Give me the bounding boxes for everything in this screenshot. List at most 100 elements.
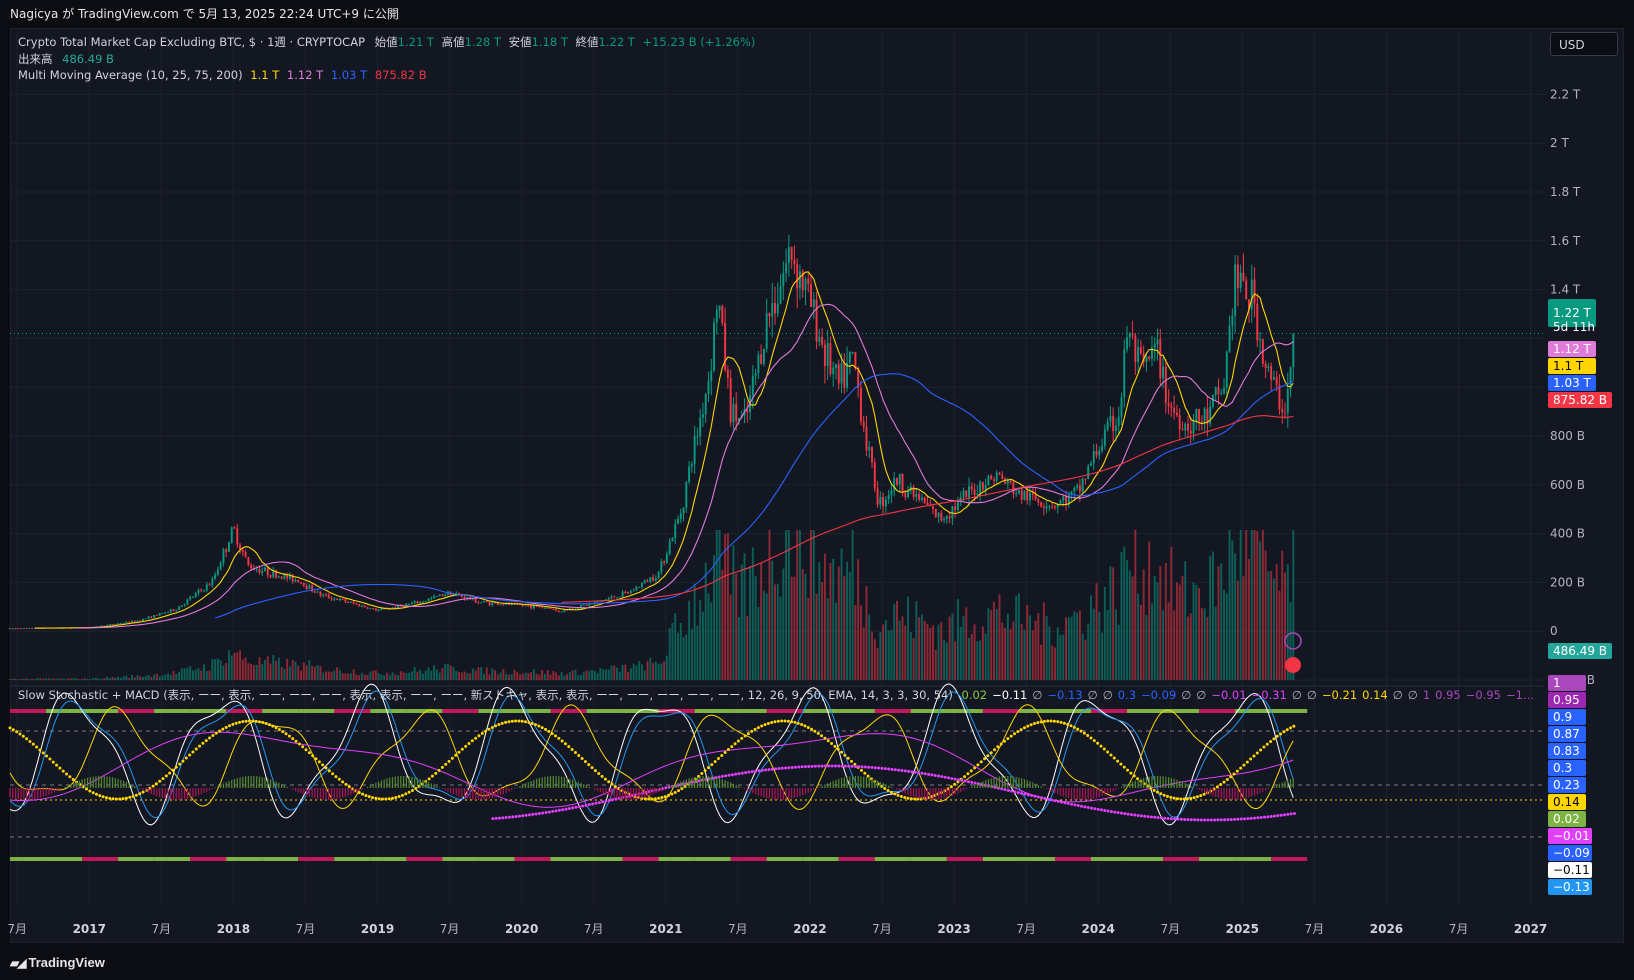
- chart-frame[interactable]: [10, 28, 1624, 943]
- oscillator-legend[interactable]: Slow Stochastic + MACD (表示, ーー, 表示, ーー, …: [18, 687, 1534, 703]
- volume-bar: [660, 663, 663, 680]
- candle-body: [1001, 474, 1004, 479]
- volume-bar: [47, 678, 50, 680]
- volume-bar: [948, 616, 951, 680]
- macd-bar: [37, 788, 39, 799]
- volume-bar: [161, 675, 164, 680]
- osc-dot-yellow: [963, 775, 967, 779]
- candle-body: [956, 500, 959, 510]
- macd-bar: [239, 777, 241, 788]
- time-axis[interactable]: 7月 2017 7月 2018 7月 2019 7月 2020 7月 2021 7月 2022 7月 20…: [7, 922, 1547, 936]
- candle-body: [1051, 506, 1054, 508]
- volume-bar: [1173, 610, 1176, 680]
- osc-dot-yellow: [261, 721, 265, 725]
- osc-dot-magenta: [527, 813, 531, 817]
- candle-body: [560, 611, 563, 613]
- osc-dot-yellow: [613, 784, 617, 788]
- candle-body: [1087, 465, 1090, 479]
- macd-bar: [1209, 788, 1211, 795]
- price-tag: [1548, 299, 1596, 327]
- macd-bar: [250, 776, 252, 788]
- macd-bar: [278, 782, 280, 788]
- volume-bar: [1223, 589, 1226, 680]
- osc-dot-magenta: [807, 764, 811, 768]
- volume-bar: [582, 672, 585, 680]
- osc-dot-yellow: [191, 750, 195, 754]
- osc-dot-magenta: [1282, 813, 1286, 817]
- signal-band: [910, 857, 947, 861]
- candle-body: [372, 608, 375, 610]
- volume-bar: [1009, 628, 1012, 680]
- volume-bar: [1292, 530, 1295, 680]
- volume-bar: [1098, 611, 1101, 680]
- volume-bar: [81, 678, 84, 680]
- volume-bar: [136, 675, 139, 680]
- signal-band: [874, 857, 911, 861]
- osc-dot-magenta: [1076, 804, 1080, 808]
- volume-bar: [519, 674, 521, 680]
- volume-bar: [92, 678, 95, 680]
- osc-dot-magenta: [950, 776, 954, 780]
- volume-bar: [103, 678, 106, 680]
- macd-bar: [1212, 788, 1214, 797]
- candle-body: [815, 299, 818, 342]
- osc-value: −0.01: [1211, 688, 1247, 702]
- volume-bar: [726, 533, 729, 680]
- volume-bar: [560, 672, 563, 680]
- macd-bar: [849, 776, 851, 788]
- osc-dot-magenta: [937, 774, 941, 778]
- volume-bar: [1137, 593, 1140, 680]
- price-tag-text: 1.22 T: [1553, 306, 1592, 320]
- candle-body: [1192, 420, 1195, 434]
- candle-body: [912, 486, 915, 497]
- osc-dot-yellow: [367, 795, 371, 799]
- currency-button[interactable]: USD: [1550, 32, 1618, 56]
- macd-bar: [1134, 780, 1136, 788]
- symbol-legend[interactable]: Crypto Total Market Cap Excluding BTC, $…: [18, 34, 755, 50]
- candle-body: [175, 609, 178, 611]
- osc-dot-magenta: [551, 809, 555, 813]
- volume-bar: [394, 674, 397, 680]
- osc-dot-yellow: [1042, 719, 1046, 723]
- osc-tag-text: −0.11: [1553, 863, 1590, 877]
- signal-band: [1235, 857, 1272, 861]
- volume-bar: [1278, 590, 1281, 680]
- osc-dot-yellow: [1292, 724, 1296, 728]
- macd-bar: [42, 788, 44, 797]
- osc-dot-yellow: [560, 739, 564, 743]
- candle-body: [1156, 339, 1159, 345]
- candle-body: [1248, 299, 1250, 310]
- candle-body: [1145, 356, 1148, 362]
- osc-dot-yellow: [1012, 732, 1016, 736]
- candle-body: [871, 447, 873, 463]
- volume-bar: [840, 548, 843, 680]
- volume-bar: [435, 669, 438, 680]
- osc-line: [9, 731, 1294, 808]
- volume-bar: [1236, 580, 1239, 680]
- candle-body: [735, 403, 738, 422]
- candle-body: [618, 596, 621, 598]
- candle-body: [1029, 492, 1031, 501]
- volume-bar: [541, 670, 544, 680]
- candle-body: [327, 594, 330, 599]
- volume-bars: [9, 530, 1295, 680]
- osc-dot-yellow: [484, 729, 488, 733]
- volume-bar: [715, 530, 718, 680]
- volume-bar: [1056, 627, 1059, 680]
- ma-legend[interactable]: Multi Moving Average (10, 25, 75, 200) 1…: [18, 68, 427, 82]
- macd-bar: [1262, 788, 1264, 792]
- candle-body: [521, 604, 524, 606]
- candle-body: [798, 271, 801, 289]
- osc-tag-text: −0.13: [1553, 880, 1590, 894]
- candle-body: [571, 608, 574, 610]
- osc-dot-yellow: [746, 732, 750, 736]
- volume-legend[interactable]: 出来高 486.49 B: [18, 51, 114, 67]
- candle-body: [1076, 485, 1079, 488]
- osc-dot-yellow: [527, 720, 531, 724]
- osc-dot-magenta: [747, 770, 751, 774]
- macd-bar: [416, 778, 419, 788]
- volume-bar: [308, 660, 311, 680]
- candle-body: [413, 601, 416, 604]
- candle-body: [178, 606, 181, 610]
